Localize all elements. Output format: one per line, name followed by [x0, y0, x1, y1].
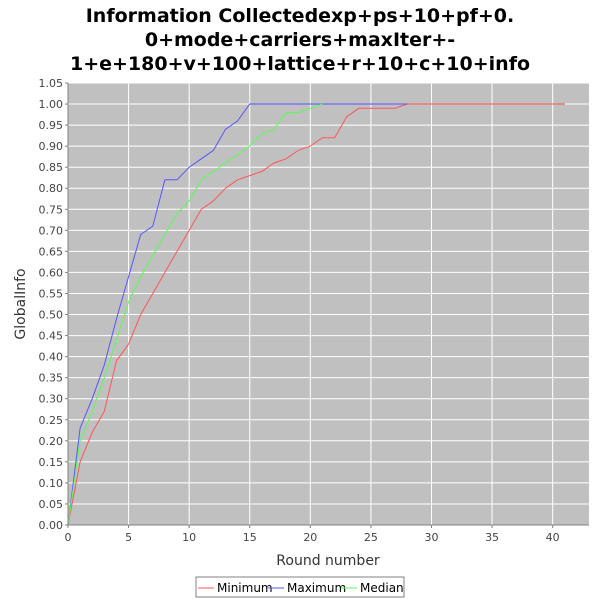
y-tick-label: 0.90 [39, 140, 64, 153]
legend-label-median: Median [360, 581, 404, 595]
x-axis-label: Round number [276, 553, 380, 569]
series-minimum-line [67, 103, 565, 526]
x-tick-label: 20 [303, 531, 317, 544]
legend: Minimum Maximum Median [195, 576, 405, 598]
y-tick-label: 0.75 [39, 203, 64, 216]
x-tick-label: 35 [485, 531, 499, 544]
x-tick-label: 30 [424, 531, 438, 544]
y-tick-label: 0.15 [39, 456, 64, 469]
grid-lines [67, 82, 589, 526]
y-tick-label: 0.55 [39, 287, 64, 300]
series-maximum-line [67, 103, 408, 526]
series-median-line [67, 103, 323, 526]
chart-title-line-1: Information Collectedexp+ps+10+pf+0. [86, 5, 515, 27]
x-tick-label: 10 [182, 531, 196, 544]
y-tick-label: 1.00 [39, 98, 64, 111]
x-tick-label: 0 [65, 531, 72, 544]
y-tick-label: 0.50 [39, 309, 64, 322]
x-axis-ticks: 0 5 10 15 20 25 30 35 40 [65, 525, 560, 544]
legend-label-maximum: Maximum [287, 581, 346, 595]
series-lines [67, 103, 565, 526]
y-tick-label: 0.00 [39, 519, 64, 532]
y-tick-label: 0.10 [39, 477, 64, 490]
y-tick-label: 0.30 [39, 393, 64, 406]
legend-label-minimum: Minimum [217, 581, 273, 595]
y-tick-label: 0.80 [39, 182, 64, 195]
y-tick-label: 0.25 [39, 414, 64, 427]
y-tick-label: 0.05 [39, 498, 64, 511]
x-tick-label: 40 [546, 531, 560, 544]
y-tick-label: 0.20 [39, 435, 64, 448]
chart-title-line-2: 0+mode+carriers+maxIter+- [145, 29, 455, 51]
plot-area [68, 83, 589, 525]
y-axis-ticks: 0.00 0.05 0.10 0.15 0.20 0.25 0.30 0.35 0.40 0.45… [39, 77, 68, 532]
legend-box [195, 576, 405, 598]
y-tick-label: 1.05 [39, 77, 64, 90]
y-tick-label: 0.40 [39, 351, 64, 364]
chart-title-line-3: 1+e+180+v+100+lattice+r+10+c+10+info [70, 53, 530, 75]
x-tick-label: 15 [243, 531, 257, 544]
y-axis-label: GlobalInfo [13, 268, 29, 339]
y-tick-label: 0.45 [39, 330, 64, 343]
x-tick-label: 5 [125, 531, 132, 544]
chart-title: Information Collectedexp+ps+10+pf+0. 0+m… [70, 5, 530, 75]
y-tick-label: 0.60 [39, 266, 64, 279]
y-tick-label: 0.70 [39, 224, 64, 237]
y-tick-label: 0.35 [39, 372, 64, 385]
x-tick-label: 25 [364, 531, 378, 544]
y-tick-label: 0.95 [39, 119, 64, 132]
y-tick-label: 0.65 [39, 245, 64, 258]
y-tick-label: 0.85 [39, 161, 64, 174]
